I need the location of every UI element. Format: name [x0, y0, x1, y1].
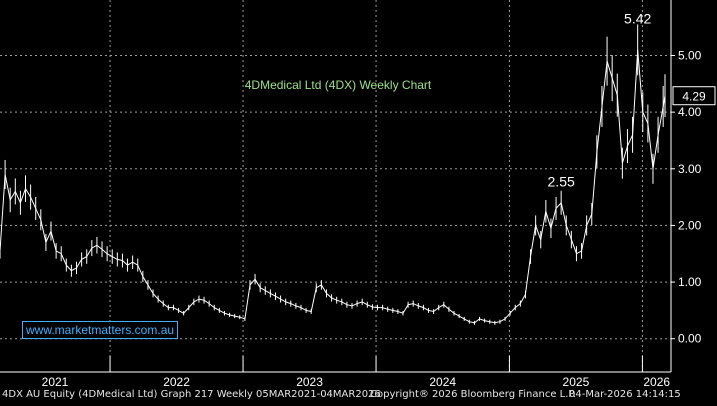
footer-copyright: Copyright® 2026 Bloomberg Finance L.P. [370, 389, 577, 400]
x-year-label: 2026 [643, 375, 670, 389]
last-price-label: 4.29 [682, 90, 706, 104]
x-year-label: 2023 [296, 375, 323, 389]
x-year-label: 2022 [163, 375, 190, 389]
last-price-box [672, 86, 716, 106]
x-year-label: 2021 [42, 375, 69, 389]
y-tick-label: 4.00 [678, 105, 702, 119]
x-year-labels: 2021 2022 2023 2024 2025 2026 [42, 356, 670, 389]
footer-timestamp: 04-Mar-2026 14:14:15 [569, 389, 681, 400]
price-line [0, 49, 666, 324]
y-tick-label: 5.00 [678, 49, 702, 63]
y-tick-label: 2.00 [678, 218, 702, 232]
peak-annotation: 5.42 [624, 11, 651, 27]
footer-security-info: 4DX AU Equity (4DMedical Ltd) Graph 217 … [2, 389, 381, 400]
chart-title: 4DMedical Ltd (4DX) Weekly Chart [245, 78, 432, 92]
watermark-link[interactable]: www.marketmatters.com.au [22, 321, 179, 339]
grid-lines [0, 0, 671, 372]
y-tick-label: 1.00 [678, 275, 702, 289]
annotations: 5.42 2.55 4.29 [548, 11, 716, 189]
y-tick-label: 0.00 [678, 332, 702, 346]
x-year-label: 2025 [563, 375, 590, 389]
y-tick-labels: 0.00 1.00 2.00 3.00 4.00 5.00 [671, 49, 702, 346]
peak-annotation: 2.55 [548, 173, 575, 189]
price-series [0, 24, 666, 325]
y-tick-label: 3.00 [678, 162, 702, 176]
axes [0, 0, 672, 373]
x-year-label: 2024 [429, 375, 456, 389]
